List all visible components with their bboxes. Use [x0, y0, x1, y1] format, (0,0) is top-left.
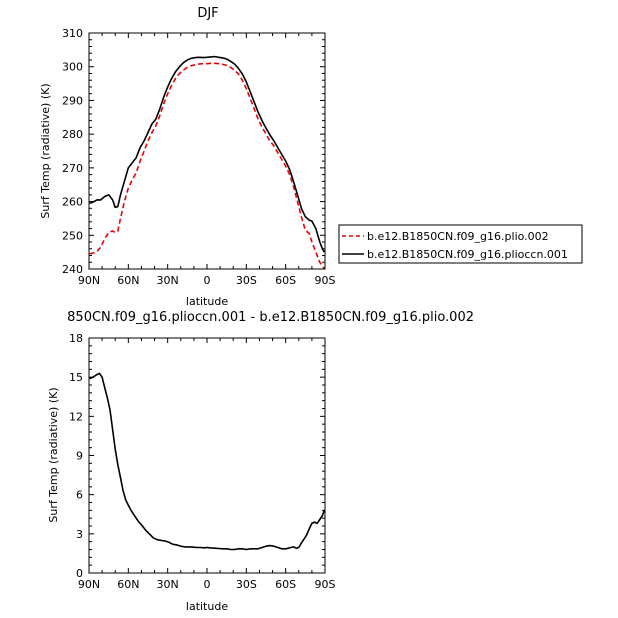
top-y-tick-label: 270 — [62, 162, 83, 175]
bottom-y-tick-label: 0 — [76, 567, 83, 580]
bottom-y-tick-label: 9 — [76, 450, 83, 463]
top-y-tick-label: 290 — [62, 94, 83, 107]
bottom-y-tick-label: 6 — [76, 489, 83, 502]
legend-label-series-2: b.e12.B1850CN.f09_g16.plioccn.001 — [367, 248, 568, 261]
top-x-tick-label: 60N — [117, 274, 139, 287]
bottom-x-tick-label: 30N — [157, 578, 179, 591]
bottom-series-layer — [89, 372, 326, 551]
top-x-axis-label: latitude — [186, 295, 228, 308]
bottom-x-tick-label: 90S — [315, 578, 336, 591]
top-y-tick-label: 260 — [62, 196, 83, 209]
top-y-tick-label: 280 — [62, 128, 83, 141]
top-series-line-1 — [89, 62, 325, 270]
top-x-tick-label: 30S — [236, 274, 257, 287]
bottom-panel: 850CN.f09_g16.plioccn.001 - b.e12.B1850C… — [47, 310, 474, 613]
bottom-plot-frame — [88, 337, 326, 574]
legend-label-series-1: b.e12.B1850CN.f09_g16.plio.002 — [367, 230, 549, 243]
bottom-x-tick-label: 90N — [78, 578, 100, 591]
top-x-tick-label: 90N — [78, 274, 100, 287]
bottom-x-tick-label: 60N — [117, 578, 139, 591]
bottom-y-tick-label: 3 — [76, 528, 83, 541]
top-y-tick-label: 300 — [62, 61, 83, 74]
bottom-y-tick-label: 18 — [69, 332, 83, 345]
top-series-line-2 — [89, 55, 325, 253]
legend: b.e12.B1850CN.f09_g16.plio.002 b.e12.B18… — [338, 224, 583, 264]
bottom-series-line-1 — [89, 372, 326, 551]
bottom-y-tick-label: 15 — [69, 371, 83, 384]
top-chart-title: DJF — [197, 6, 218, 21]
top-y-axis-label: Surf Temp (radiative) (K) — [39, 83, 52, 218]
bottom-x-axis-label: latitude — [186, 600, 228, 613]
bottom-y-tick-label: 12 — [69, 410, 83, 423]
top-plot-frame — [88, 32, 326, 270]
top-y-tick-label: 310 — [62, 27, 83, 40]
bottom-y-axis-label: Surf Temp (radiative) (K) — [47, 387, 60, 522]
bottom-x-tick-label: 60S — [275, 578, 296, 591]
top-x-tick-label: 0 — [204, 274, 211, 287]
bottom-ticks-layer: 90N 60N 30N 0 30S 60S 90S 0 3 6 9 12 15 18 — [69, 332, 336, 591]
bottom-x-tick-label: 0 — [204, 578, 211, 591]
legend-box — [338, 224, 583, 264]
bottom-chart-title: 850CN.f09_g16.plioccn.001 - b.e12.B1850C… — [67, 310, 474, 325]
bottom-x-tick-label: 30S — [236, 578, 257, 591]
top-ticks-layer: 90N 60N 30N 0 30S 60S 90S 240 250 260 270 280 290 300… — [62, 27, 336, 287]
top-series-layer — [89, 55, 325, 270]
top-y-tick-label: 250 — [62, 229, 83, 242]
top-panel: DJF 90N 60N 30N 0 30S 60S 90S 240 250 260 270 280 29… — [39, 6, 336, 308]
top-x-tick-label: 30N — [157, 274, 179, 287]
top-y-tick-label: 240 — [62, 263, 83, 276]
top-x-tick-label: 60S — [275, 274, 296, 287]
top-x-tick-label: 90S — [315, 274, 336, 287]
